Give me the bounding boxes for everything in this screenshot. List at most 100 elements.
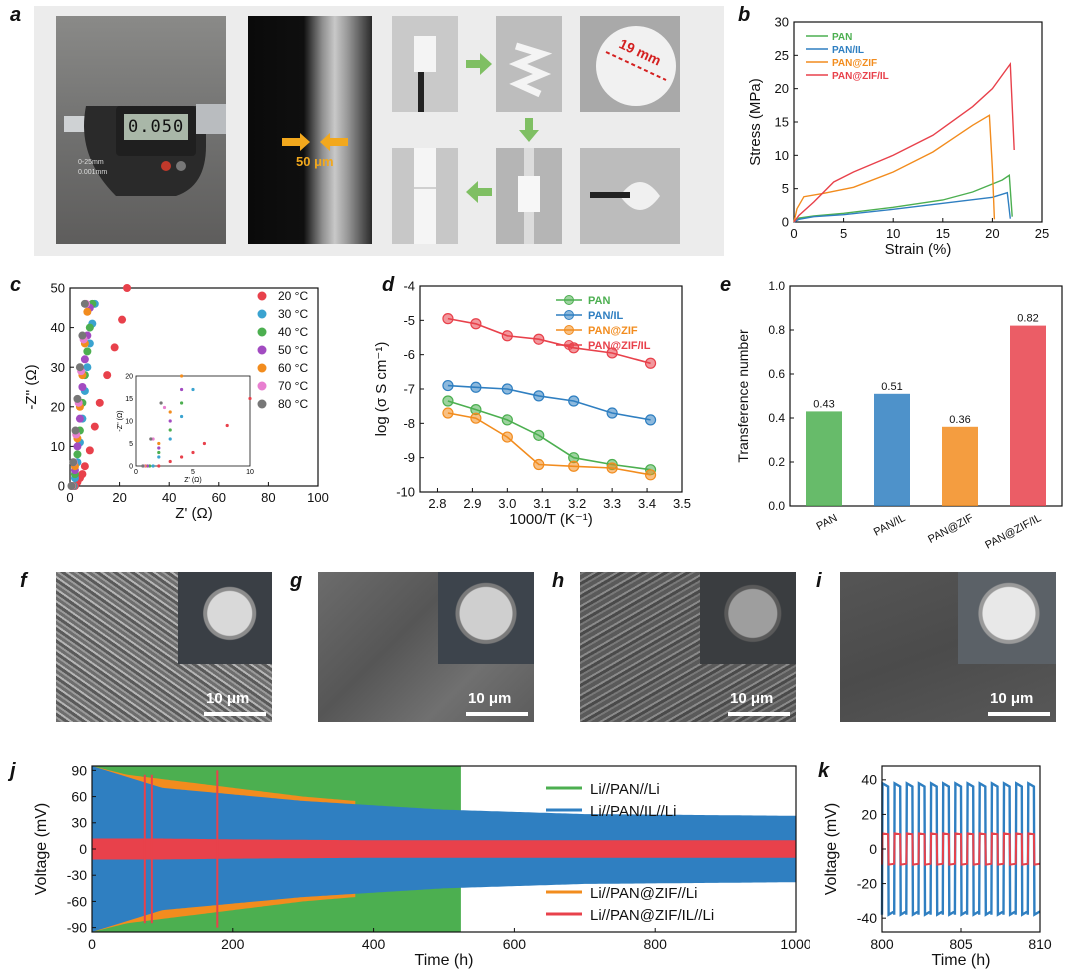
inset-data-point <box>180 414 184 419</box>
panel-k: k 800 805 810 -40 -20 0 20 40 Time (h) Voltage (m… <box>810 752 1080 974</box>
inset-data-point <box>149 437 153 441</box>
area-li-pan-zif-il-li <box>92 838 796 860</box>
inset-data-point <box>157 464 161 468</box>
x-axis-label: 1000/T (K⁻¹) <box>509 511 593 528</box>
inset-photo-g <box>438 572 534 664</box>
inset-data-point <box>248 396 252 401</box>
data-point <box>80 299 89 308</box>
panel-label-e: e <box>720 274 732 296</box>
x-tick-label: PAN@ZIF/IL <box>983 512 1043 552</box>
data-point <box>80 355 89 364</box>
panel-j: j 0 200 400 600 800 1000 -90 -60 -30 0 30 60 90 Time … <box>0 752 812 974</box>
x-tick-label: 20 <box>112 490 126 505</box>
data-point <box>644 469 657 481</box>
sem-image-h: 10 μm <box>580 572 796 722</box>
data-point <box>442 313 454 325</box>
inset-data-point <box>168 459 172 464</box>
y-axis-label: Voltage (mV) <box>823 803 840 895</box>
y-tick-label: 20 <box>775 81 789 96</box>
x-tick-label: 400 <box>362 936 386 952</box>
plot-frame <box>69 287 319 487</box>
inset-data-point <box>141 464 145 468</box>
scale-label-h: 10 μm <box>730 690 774 707</box>
y-tick-label: 0.8 <box>768 323 785 337</box>
series-line-pan-zif <box>793 114 996 223</box>
x-tick-label: 0 <box>66 490 73 505</box>
data-label: 0.43 <box>813 398 834 410</box>
x-axis-label: Strain (%) <box>885 241 952 258</box>
y-tick-label: -20 <box>857 875 877 891</box>
data-point <box>95 398 104 407</box>
y-tick-label: 20 <box>51 399 65 414</box>
scale-bar-i <box>988 712 1050 716</box>
x-tick-label: 3.2 <box>568 496 586 511</box>
inset-data-point <box>157 441 161 446</box>
scale-label-i: 10 μm <box>990 690 1034 707</box>
chart-b: 0 5 10 15 20 25 0 5 10 15 20 25 30 Strain (%) Stress (… <box>747 15 1049 258</box>
x-tick-label: 100 <box>307 490 329 505</box>
legend-entry: 70 °C <box>278 379 308 393</box>
sem-image-f: 10 μm <box>56 572 272 722</box>
inset-x-tick-label: 5 <box>191 469 195 476</box>
y-tick-label: -9 <box>403 450 415 465</box>
inset-data-point <box>151 437 155 441</box>
panel-label-j: j <box>10 760 16 782</box>
micrometer-photo: 0.050 0-25mm 0.001mm <box>56 16 226 244</box>
bar-pan <box>806 411 842 506</box>
y-axis-label: Transference number <box>735 329 751 463</box>
data-point <box>533 333 545 345</box>
panel-label-b: b <box>738 4 751 26</box>
panel-label-i: i <box>816 570 822 592</box>
sem-image-g: 10 μm <box>318 572 534 722</box>
x-tick-label: 25 <box>1035 226 1049 241</box>
y-tick-label: -40 <box>857 910 877 926</box>
legend-entry: PAN@ZIF <box>588 325 638 337</box>
x-tick-label: 20 <box>985 226 999 241</box>
inset-data-point <box>202 441 206 446</box>
legend-marker <box>257 345 267 355</box>
legend-entry: Li//PAN@ZIF/IL//Li <box>590 907 714 924</box>
y-tick-label: 0.0 <box>768 499 785 513</box>
legend-entry: 40 °C <box>278 325 308 339</box>
y-tick-label: 0 <box>58 479 65 494</box>
data-point <box>501 431 513 443</box>
plot-frame <box>789 285 1063 507</box>
panel-label-g: g <box>290 570 303 592</box>
data-point <box>67 482 76 490</box>
inset-data-point <box>180 401 184 405</box>
data-point <box>78 470 87 479</box>
y-tick-label: 90 <box>71 762 87 778</box>
panel-label-a: a <box>10 4 22 26</box>
data-point <box>83 307 92 316</box>
process-photo-3 <box>496 148 562 244</box>
panel-label-c: c <box>10 274 22 296</box>
x-tick-label: 0 <box>88 936 96 952</box>
x-tick-label: 10 <box>886 226 900 241</box>
micrometer-resolution: 0.001mm <box>78 169 108 176</box>
y-tick-label: -6 <box>403 347 415 362</box>
x-tick-label: 3.0 <box>498 496 516 511</box>
inset-data-point <box>180 387 184 392</box>
series-line-pan <box>793 174 1013 223</box>
data-point <box>442 395 454 407</box>
inset-y-tick-label: 15 <box>125 396 133 403</box>
x-tick-label: 800 <box>870 936 894 952</box>
scale-bar-h <box>728 712 790 716</box>
data-point <box>501 330 513 342</box>
y-tick-label: -60 <box>67 893 87 909</box>
data-point <box>73 450 82 459</box>
x-tick-label: 80 <box>261 490 275 505</box>
sem-image-i: 10 μm <box>840 572 1056 722</box>
inset-data-point <box>180 455 184 459</box>
bent-membrane-photo <box>580 148 680 244</box>
y-tick-label: 30 <box>775 15 789 30</box>
x-tick-label: 810 <box>1028 936 1052 952</box>
process-photo-2 <box>496 16 562 112</box>
data-point <box>118 315 127 324</box>
y-axis-label: Voltage (mV) <box>33 803 50 895</box>
y-tick-label: 10 <box>51 439 65 454</box>
legend-marker <box>257 399 267 409</box>
x-tick-label: PAN <box>815 512 840 533</box>
panel-label-k: k <box>818 760 830 782</box>
x-tick-label: 60 <box>212 490 226 505</box>
